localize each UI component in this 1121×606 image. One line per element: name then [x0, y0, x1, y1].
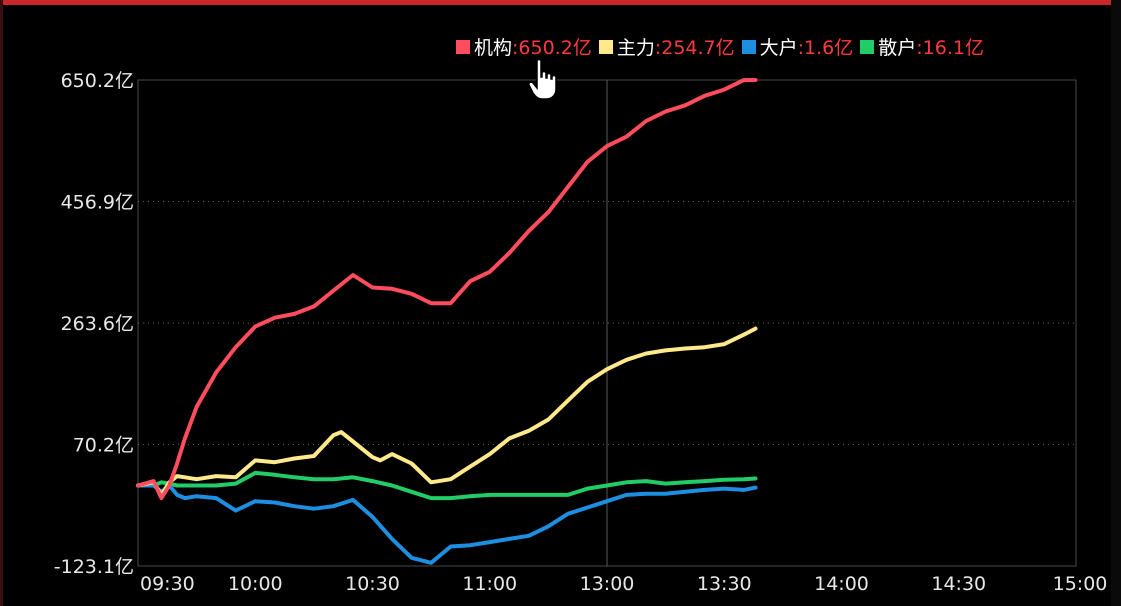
- window-right-frame: [1111, 0, 1121, 606]
- legend-name-zhuli: 主力: [616, 37, 655, 59]
- x-tick-label: 10:30: [345, 573, 400, 595]
- legend-value-dahu: :1.6亿: [797, 37, 854, 59]
- legend-item-zhuli[interactable]: 主力 :254.7亿: [598, 33, 735, 60]
- x-tick-label: 15:00: [1053, 573, 1108, 595]
- legend-value-zhuli: :254.7亿: [654, 37, 735, 59]
- legend-name-dahu: 大户: [759, 37, 798, 59]
- legend-swatch-jigou: [456, 39, 470, 54]
- series-line-0: [136, 78, 758, 501]
- x-tick-label: 14:00: [814, 573, 869, 595]
- legend-value-sanhu: :16.1亿: [916, 37, 984, 59]
- legend-swatch-dahu: [741, 39, 756, 54]
- x-tick-label: 09:30: [140, 573, 195, 595]
- legend-value-jigou: :650.2亿: [512, 37, 592, 59]
- window-left-border: [0, 0, 3, 606]
- chart-legend: 机构 :650.2亿 主力 :254.7亿 大户 :1.6亿 散户 :16.1亿: [456, 33, 991, 60]
- y-tick-label: -123.1亿: [54, 556, 134, 578]
- y-tick-label: 456.9亿: [61, 191, 134, 213]
- y-tick-label: 70.2亿: [73, 435, 134, 457]
- window-top-border: [0, 0, 1121, 5]
- legend-swatch-zhuli: [598, 39, 613, 54]
- legend-item-sanhu[interactable]: 散户 :16.1亿: [860, 33, 984, 60]
- legend-item-dahu[interactable]: 大户 :1.6亿: [741, 33, 854, 60]
- legend-swatch-sanhu: [860, 39, 875, 54]
- hand-pointer-icon: [528, 58, 557, 100]
- series-line-2: [136, 483, 758, 565]
- legend-name-jigou: 机构: [474, 37, 513, 59]
- legend-item-jigou[interactable]: 机构 :650.2亿: [456, 33, 592, 60]
- series-line-3: [136, 470, 758, 501]
- y-tick-label: 263.6亿: [61, 313, 134, 335]
- series-line-1: [136, 326, 758, 497]
- x-tick-label: 13:00: [580, 573, 635, 595]
- y-tick-label: 650.2亿: [61, 70, 134, 92]
- legend-name-sanhu: 散户: [878, 37, 917, 59]
- x-tick-label: 11:00: [462, 573, 517, 595]
- x-tick-label: 13:30: [697, 573, 752, 595]
- x-tick-label: 14:30: [931, 573, 986, 595]
- x-tick-label: 10:00: [228, 573, 283, 595]
